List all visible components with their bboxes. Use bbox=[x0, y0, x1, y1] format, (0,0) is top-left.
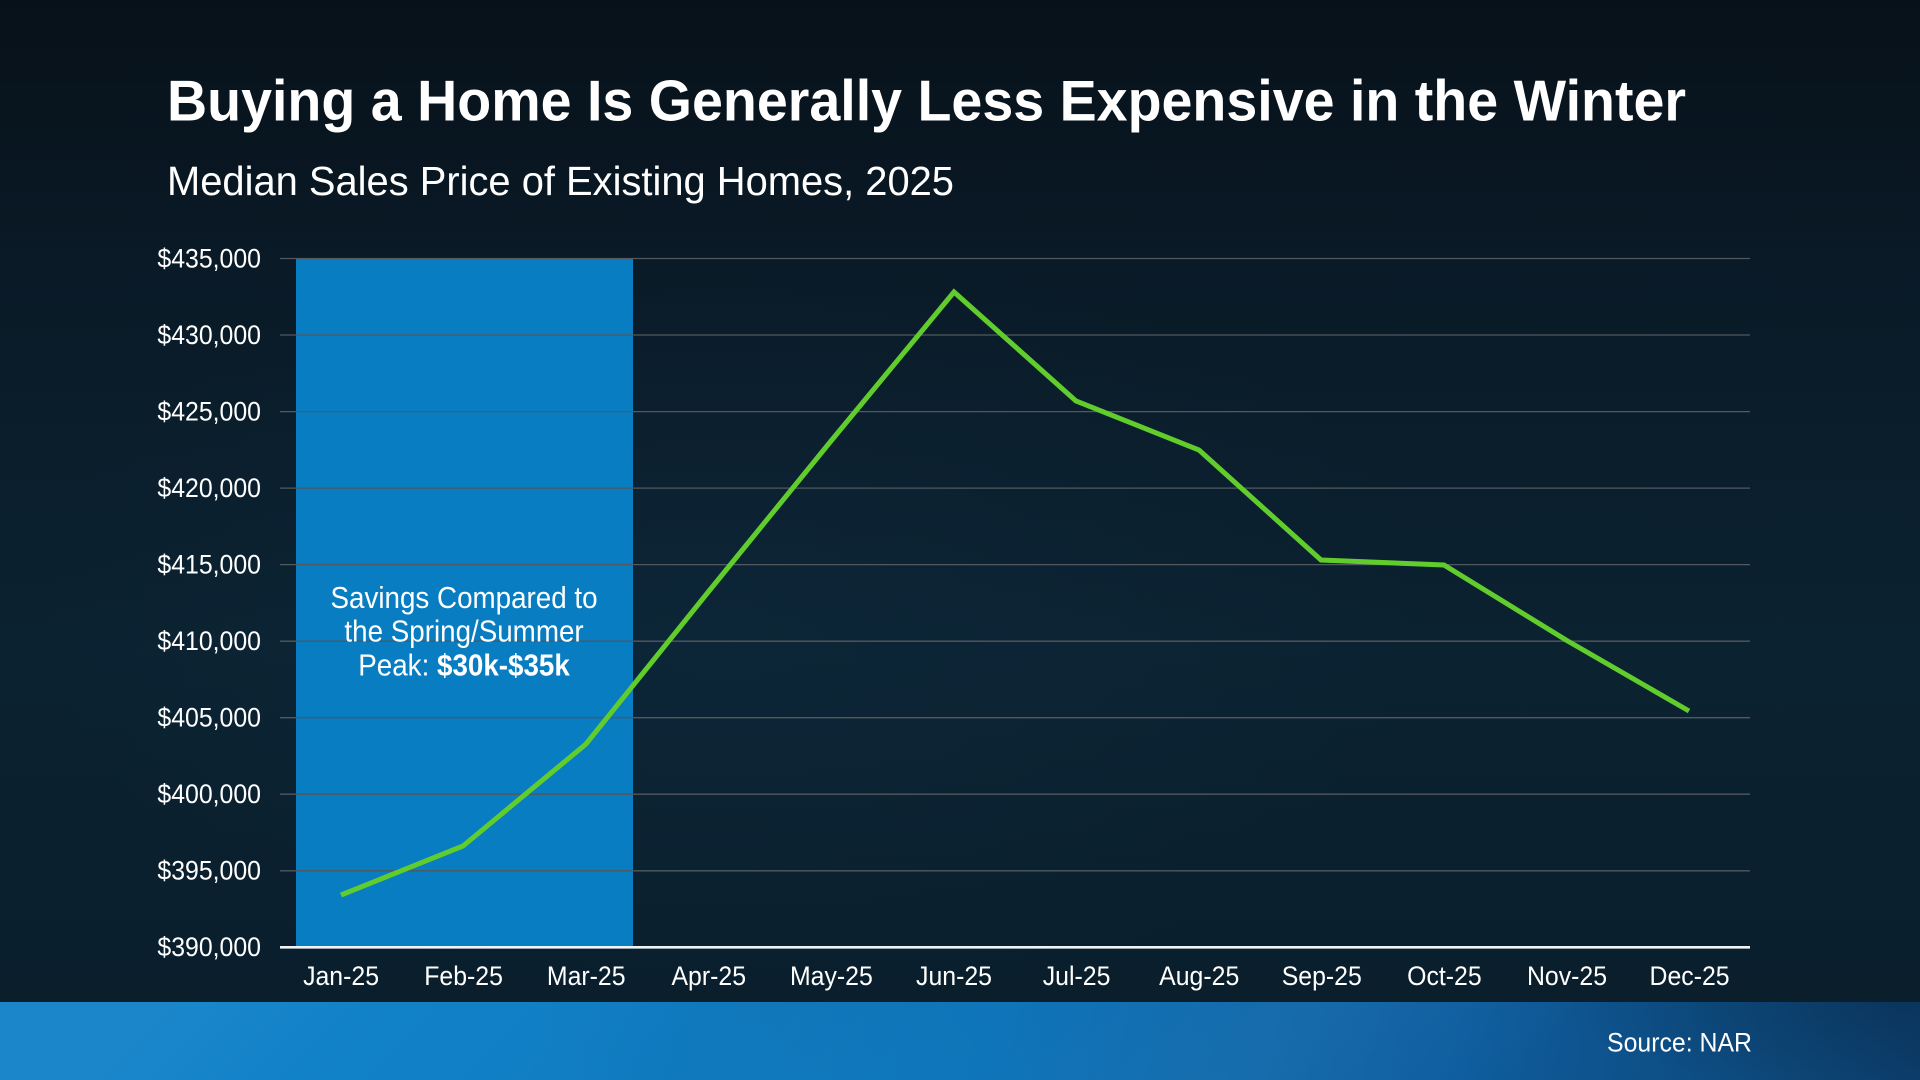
svg-text:$395,000: $395,000 bbox=[157, 857, 261, 886]
svg-text:$410,000: $410,000 bbox=[157, 627, 261, 656]
svg-text:$420,000: $420,000 bbox=[157, 474, 261, 503]
svg-text:Feb-25: Feb-25 bbox=[424, 962, 503, 991]
svg-text:Savings Compared to: Savings Compared to bbox=[331, 580, 598, 615]
svg-text:Peak: $30k-$35k: Peak: $30k-$35k bbox=[358, 648, 570, 683]
svg-text:Sep-25: Sep-25 bbox=[1282, 962, 1362, 991]
svg-text:Jul-25: Jul-25 bbox=[1043, 962, 1111, 991]
svg-text:Nov-25: Nov-25 bbox=[1527, 962, 1607, 991]
svg-text:the Spring/Summer: the Spring/Summer bbox=[344, 614, 583, 649]
svg-text:$425,000: $425,000 bbox=[157, 398, 261, 427]
svg-text:Source: NAR: Source: NAR bbox=[1607, 1029, 1752, 1058]
svg-text:Median Sales Price of Existing: Median Sales Price of Existing Homes, 20… bbox=[167, 158, 954, 204]
svg-text:$435,000: $435,000 bbox=[157, 245, 261, 274]
svg-text:Jan-25: Jan-25 bbox=[303, 962, 379, 991]
svg-text:$415,000: $415,000 bbox=[157, 551, 261, 580]
svg-text:Oct-25: Oct-25 bbox=[1407, 962, 1482, 991]
svg-text:$430,000: $430,000 bbox=[157, 321, 261, 350]
svg-text:Aug-25: Aug-25 bbox=[1159, 962, 1239, 991]
svg-text:$400,000: $400,000 bbox=[157, 780, 261, 809]
svg-text:Mar-25: Mar-25 bbox=[547, 962, 626, 991]
svg-text:Apr-25: Apr-25 bbox=[671, 962, 746, 991]
svg-text:May-25: May-25 bbox=[790, 962, 873, 991]
svg-text:Buying a Home Is Generally Les: Buying a Home Is Generally Less Expensiv… bbox=[167, 69, 1686, 133]
svg-text:Dec-25: Dec-25 bbox=[1650, 962, 1730, 991]
svg-text:Jun-25: Jun-25 bbox=[916, 962, 992, 991]
svg-text:$405,000: $405,000 bbox=[157, 704, 261, 733]
svg-text:$390,000: $390,000 bbox=[157, 933, 261, 962]
